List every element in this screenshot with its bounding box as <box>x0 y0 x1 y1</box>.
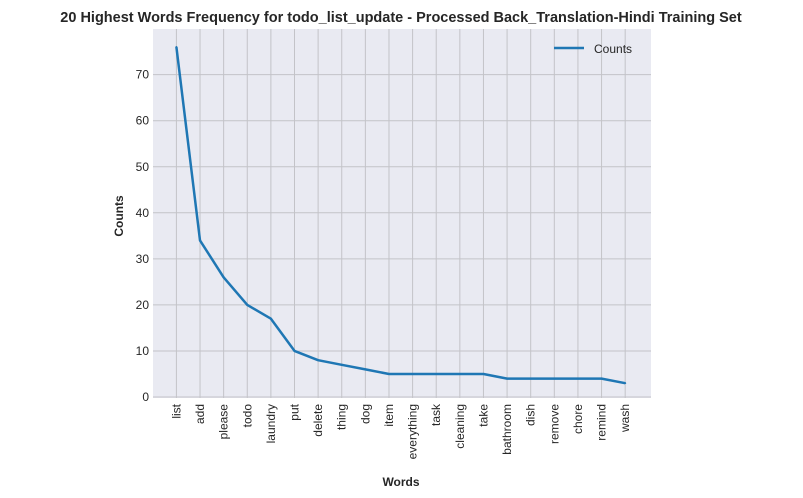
y-axis-ticks: 0 10 20 30 40 50 60 70 <box>136 68 150 404</box>
data-point <box>506 377 509 380</box>
x-tick-label: remove <box>547 404 561 444</box>
data-point <box>340 363 343 366</box>
series-line <box>175 46 626 385</box>
y-tick-label: 40 <box>136 206 150 220</box>
x-tick-label: everything <box>406 404 420 459</box>
series-group <box>175 46 627 385</box>
x-axis-label: Words <box>382 475 419 489</box>
x-axis-ticks: list add please todo laundry put delete thing do… <box>169 403 632 459</box>
data-point <box>387 372 390 375</box>
data-point <box>411 372 414 375</box>
chart-title: 20 Highest Words Frequency for todo_list… <box>60 10 742 26</box>
data-point <box>553 377 556 380</box>
data-point <box>175 46 178 49</box>
data-point <box>293 349 296 352</box>
grid-lines <box>153 29 651 398</box>
data-point <box>364 368 367 371</box>
x-tick-label: remind <box>595 404 609 441</box>
data-point <box>269 317 272 320</box>
data-point <box>458 372 461 375</box>
legend: Counts <box>554 42 632 56</box>
x-tick-label: laundry <box>264 404 278 443</box>
y-tick-label: 50 <box>136 160 150 174</box>
x-tick-label: list <box>169 403 183 418</box>
x-tick-label: item <box>382 404 396 427</box>
x-tick-label: put <box>288 403 302 420</box>
x-tick-label: thing <box>335 404 349 430</box>
y-tick-label: 60 <box>136 114 150 128</box>
y-tick-label: 30 <box>136 252 150 266</box>
data-point <box>482 372 485 375</box>
data-point <box>600 377 603 380</box>
data-point <box>222 276 225 279</box>
y-axis-label: Counts <box>112 195 126 237</box>
x-tick-label: dog <box>358 404 372 424</box>
x-tick-label: delete <box>311 404 325 437</box>
x-tick-label: bathroom <box>500 404 514 455</box>
x-tick-label: dish <box>524 404 538 426</box>
data-point <box>199 239 202 242</box>
data-point <box>246 303 249 306</box>
x-tick-label: chore <box>571 404 585 434</box>
legend-label: Counts <box>594 42 632 56</box>
data-point <box>317 359 320 362</box>
x-tick-label: todo <box>240 404 254 428</box>
y-tick-label: 10 <box>136 344 150 358</box>
x-tick-label: please <box>217 404 231 440</box>
data-point <box>624 382 627 385</box>
x-tick-label: cleaning <box>453 404 467 449</box>
plot-area <box>153 29 651 398</box>
data-point <box>435 372 438 375</box>
y-tick-label: 20 <box>136 298 150 312</box>
data-point <box>576 377 579 380</box>
x-tick-label: wash <box>618 404 632 433</box>
x-tick-label: take <box>476 404 490 427</box>
data-point <box>529 377 532 380</box>
x-tick-label: task <box>429 403 443 426</box>
y-tick-label: 70 <box>136 68 150 82</box>
y-tick-label: 0 <box>142 390 149 404</box>
x-tick-label: add <box>193 404 207 424</box>
